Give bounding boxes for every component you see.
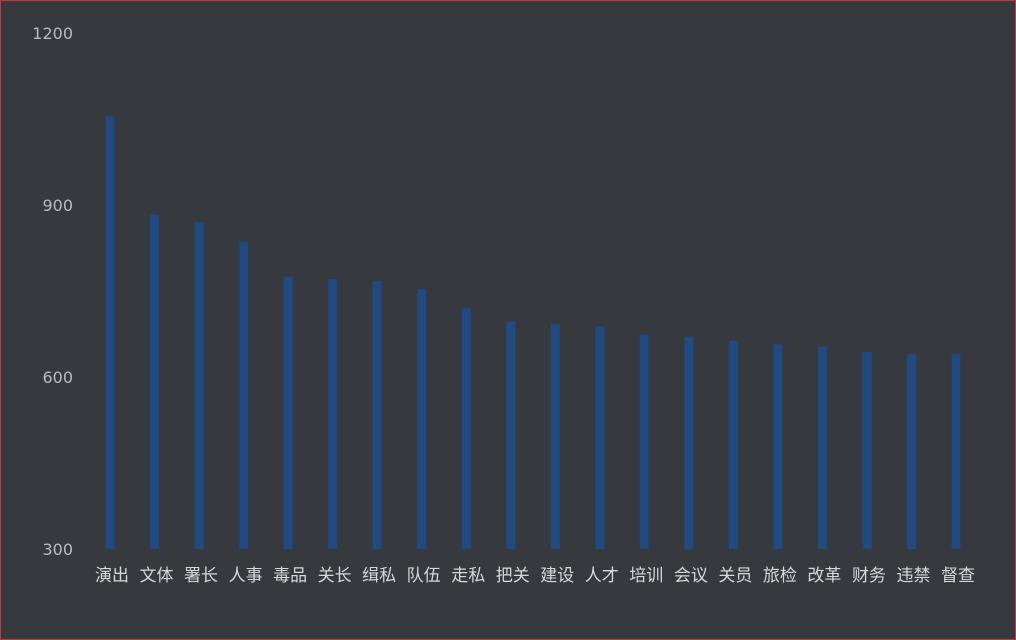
- x-tick-label: 改革: [807, 566, 841, 586]
- bar: [728, 340, 738, 549]
- bar: [550, 324, 560, 549]
- x-tick-label: 队伍: [407, 566, 441, 586]
- x-tick-label: 关长: [318, 566, 352, 586]
- y-tick-label: 600: [42, 368, 73, 387]
- bar: [862, 351, 872, 549]
- bar: [951, 354, 961, 549]
- x-tick-label: 毒品: [273, 566, 307, 586]
- x-tick-label: 文体: [140, 566, 174, 586]
- bar: [283, 276, 293, 549]
- x-tick-label: 旅检: [763, 566, 797, 586]
- bar: [417, 289, 427, 549]
- x-tick-label: 人才: [585, 566, 619, 586]
- x-tick-label: 培训: [629, 566, 663, 586]
- x-tick-label: 走私: [451, 566, 485, 586]
- bar: [773, 344, 783, 549]
- y-tick-label: 900: [42, 196, 73, 215]
- x-tick-label: 缉私: [362, 566, 396, 586]
- bar: [595, 326, 605, 549]
- x-tick-label: 把关: [496, 566, 530, 586]
- x-tick-label: 会议: [674, 566, 708, 586]
- bar: [461, 308, 471, 549]
- x-tick-label: 督查: [941, 566, 975, 586]
- x-tick-label: 建设: [540, 566, 574, 586]
- bar: [328, 278, 338, 549]
- bar: [817, 346, 827, 549]
- x-tick-label: 人事: [229, 566, 263, 586]
- bar: [906, 354, 916, 549]
- y-axis: 300 600 900 1200: [32, 24, 73, 559]
- bar: [239, 242, 249, 549]
- bar: [372, 281, 382, 549]
- y-tick-label: 1200: [32, 24, 73, 43]
- bar: [639, 334, 649, 549]
- x-tick-label: 财务: [852, 566, 886, 586]
- x-axis: 演出 文体 署长 人事 毒品 关长 缉私 队伍 走私 把关 建设 人才 培训 会议 关员 旅检 改革 财务 违禁 督查: [95, 566, 975, 586]
- bar: [105, 116, 115, 549]
- bars: [105, 116, 961, 549]
- x-tick-label: 署长: [184, 566, 218, 586]
- x-tick-label: 违禁: [896, 566, 930, 586]
- bar: [684, 336, 694, 549]
- x-tick-label: 关员: [718, 566, 752, 586]
- bar: [506, 321, 516, 549]
- bar: [150, 214, 160, 549]
- x-tick-label: 演出: [95, 566, 129, 586]
- bar: [194, 222, 204, 549]
- y-tick-label: 300: [42, 540, 73, 559]
